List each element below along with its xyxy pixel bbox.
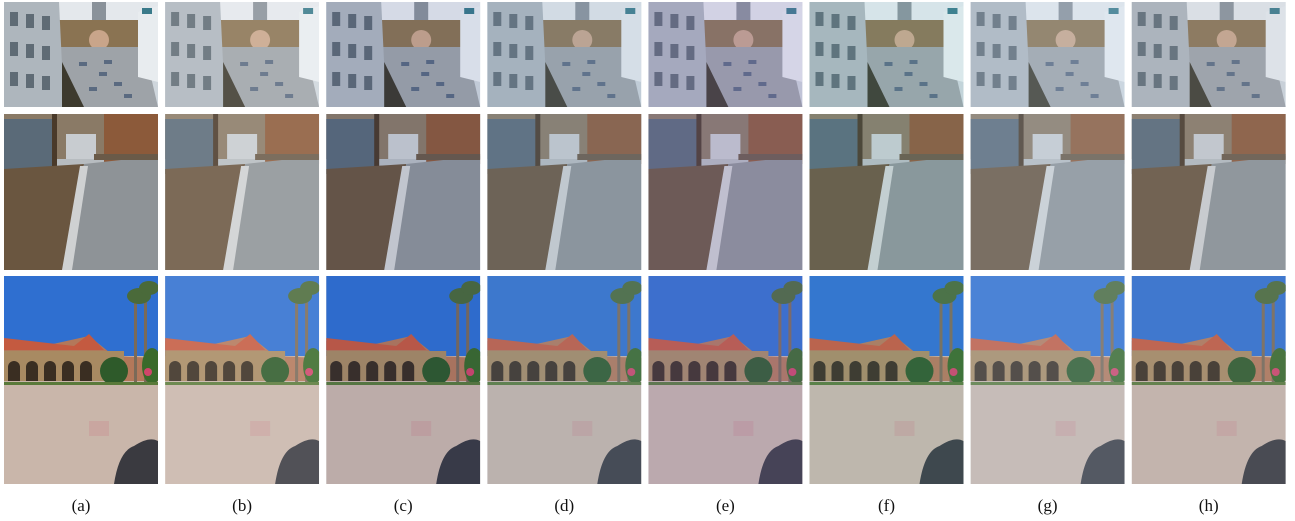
image-tint <box>487 114 641 270</box>
panel-label: (a) <box>72 496 91 515</box>
image-tint <box>648 276 802 484</box>
image-tint <box>648 2 802 107</box>
panel-label: (c) <box>394 496 413 515</box>
image-tint <box>326 114 480 270</box>
panel-label: (b) <box>232 496 252 515</box>
panel-label: (h) <box>1199 496 1219 515</box>
image-tint <box>810 276 964 484</box>
image-tint <box>1132 276 1286 484</box>
image-tint <box>165 276 319 484</box>
image-tint <box>810 114 964 270</box>
image-tint <box>487 2 641 107</box>
image-tint <box>487 276 641 484</box>
image <box>4 2 158 107</box>
image <box>4 114 158 270</box>
image-tint <box>326 2 480 107</box>
image-tint <box>971 2 1125 107</box>
image-tint <box>648 114 802 270</box>
image-tint <box>971 276 1125 484</box>
image-tint <box>1132 2 1286 107</box>
image-grid <box>4 2 1290 484</box>
panel-label: (e) <box>716 496 735 515</box>
panel-label: (f) <box>878 496 895 515</box>
image-tint <box>165 2 319 107</box>
image <box>4 276 162 484</box>
panel-label: (g) <box>1038 496 1058 515</box>
figure: (a) (b) (c) (d) (e) (f) (g) (h) <box>0 0 1295 521</box>
image-tint <box>1132 114 1286 270</box>
panel-label: (d) <box>554 496 574 515</box>
image-tint <box>971 114 1125 270</box>
image-tint <box>326 276 480 484</box>
image-tint <box>165 114 319 270</box>
image-tint <box>810 2 964 107</box>
